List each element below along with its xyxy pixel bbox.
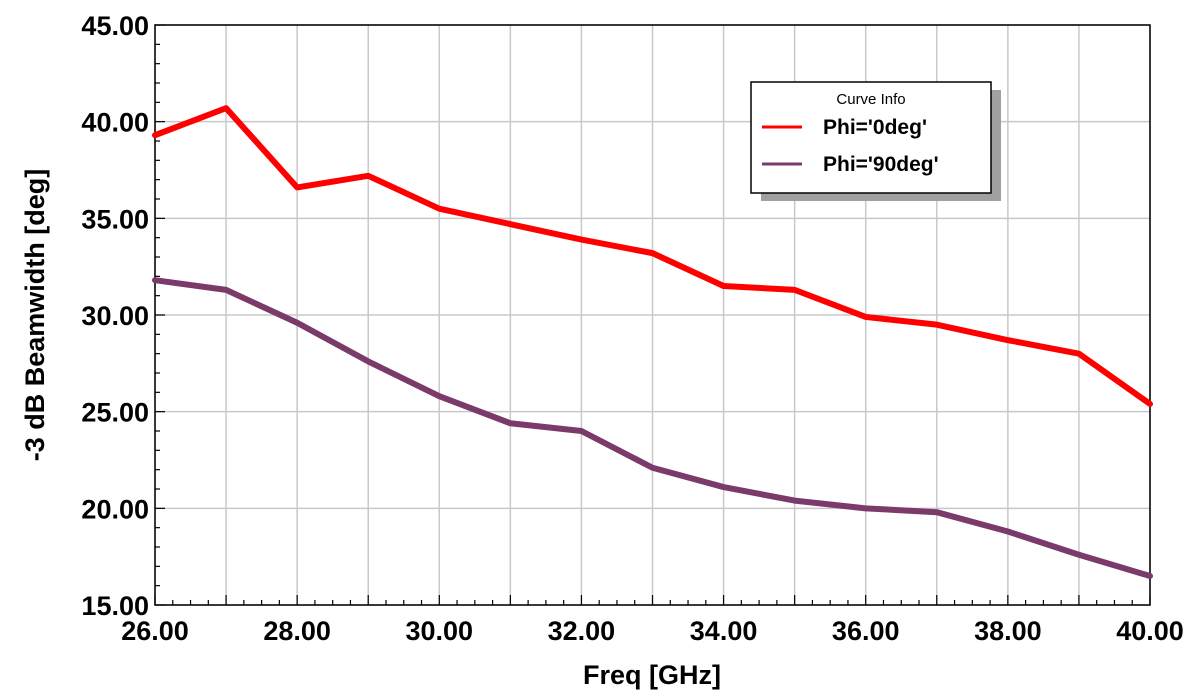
series-line-2 — [152, 277, 1153, 579]
series-lines — [152, 105, 1153, 579]
legend-box — [750, 81, 992, 194]
minor-ticks — [154, 24, 1151, 606]
legend-entries: Phi='0deg' Phi='90deg' — [762, 116, 939, 176]
x-tick-label: 28.00 — [263, 616, 331, 646]
series-line-1 — [152, 105, 1153, 407]
x-tick-label: 26.00 — [121, 616, 189, 646]
legend[interactable]: Curve Info Phi='0deg' Phi='90deg' — [750, 81, 1001, 201]
legend-title: Curve Info — [836, 91, 905, 108]
legend-label: Phi='0deg' — [823, 116, 927, 139]
y-axis-title: -3 dB Beamwidth [deg] — [20, 169, 50, 462]
y-tick-label: 40.00 — [81, 108, 149, 138]
y-tick-label: 35.00 — [81, 204, 149, 234]
x-tick-labels: 26.00 28.00 30.00 32.00 34.00 36.00 38.00 40.00 — [121, 616, 1184, 646]
legend-label: Phi='90deg' — [823, 153, 939, 176]
y-tick-labels: 15.00 20.00 25.00 30.00 35.00 40.00 45.00 — [81, 11, 149, 621]
y-tick-label: 15.00 — [81, 591, 149, 621]
x-tick-label: 30.00 — [405, 616, 473, 646]
y-tick-label: 30.00 — [81, 301, 149, 331]
x-tick-label: 32.00 — [548, 616, 616, 646]
x-tick-label: 36.00 — [832, 616, 900, 646]
x-tick-label: 38.00 — [974, 616, 1042, 646]
y-tick-label: 25.00 — [81, 398, 149, 428]
x-tick-label: 34.00 — [690, 616, 758, 646]
y-tick-label: 20.00 — [81, 494, 149, 524]
x-tick-label: 40.00 — [1116, 616, 1184, 646]
x-axis-title: Freq [GHz] — [583, 660, 721, 690]
y-tick-label: 45.00 — [81, 11, 149, 41]
